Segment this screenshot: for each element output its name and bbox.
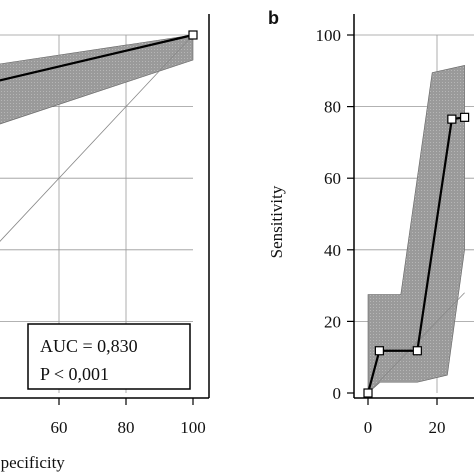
panel-b-roc-point xyxy=(374,346,384,356)
panel-b-roc-point xyxy=(460,112,470,122)
panel-b-y-tick-label: 40 xyxy=(324,241,341,260)
panel-b-roc-point xyxy=(363,388,373,398)
panel-b-y-tick-label: 100 xyxy=(316,26,342,45)
panel-a-x-tick-label: 60 xyxy=(51,418,68,437)
panel-b-roc-point xyxy=(412,346,422,356)
panel-b-x-tick-label: 20 xyxy=(429,418,446,437)
auc-value: AUC = 0,830 xyxy=(40,336,138,356)
panel-a-confidence-band xyxy=(0,34,194,125)
panel-b-y-tick-label: 80 xyxy=(324,98,341,117)
p-value: P < 0,001 xyxy=(40,364,109,384)
auc-box xyxy=(27,323,191,390)
panel-b-letter: b xyxy=(268,8,279,28)
panel-b-reference-line xyxy=(367,292,465,394)
panel-b-y-axis-label: Sensitivity xyxy=(267,185,286,258)
panel-b-y-tick-label: 0 xyxy=(333,384,342,403)
panel-a-x-tick-label: 40 xyxy=(0,418,1,437)
panel-a: 40 60 80 100 AUC = 0,830 P < 0,001 specific… xyxy=(0,14,210,472)
panel-b-confidence-band xyxy=(367,65,465,394)
panel-a-x-tick-label: 80 xyxy=(118,418,135,437)
panel-b-roc-point xyxy=(447,114,457,124)
panel-b-y-tick-label: 20 xyxy=(324,312,341,331)
panel-b: b 0 20 40 60 80 100 0 20 Sensitivity xyxy=(267,8,474,437)
panel-a-x-axis-label: specificity xyxy=(0,453,65,472)
panel-a-roc-point xyxy=(188,30,198,40)
panel-a-x-tick-label: 100 xyxy=(180,418,206,437)
panel-a-roc-curve xyxy=(0,33,194,82)
panel-a-reference-line xyxy=(0,34,194,242)
panel-b-x-tick-label: 0 xyxy=(364,418,373,437)
panel-b-y-tick-label: 60 xyxy=(324,169,341,188)
